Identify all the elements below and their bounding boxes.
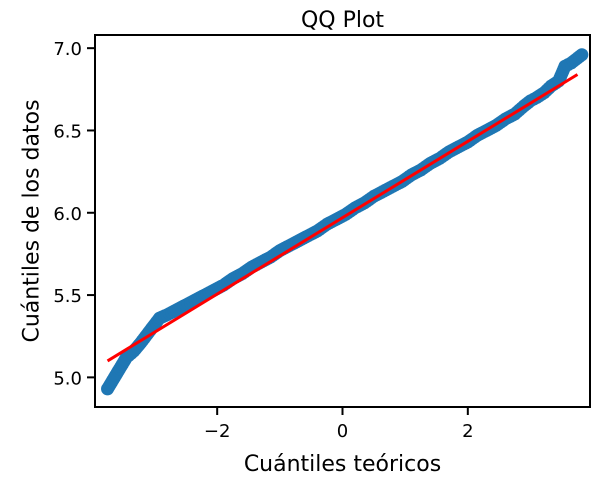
y-tick-label: 5.0: [53, 368, 82, 389]
x-tick-label: 2: [462, 421, 473, 442]
y-tick-label: 7.0: [53, 39, 82, 60]
y-axis-label: Cuántiles de los datos: [20, 99, 45, 342]
y-tick-label: 6.0: [53, 204, 82, 225]
y-tick-label: 5.5: [53, 286, 82, 307]
data-point: [575, 48, 589, 62]
reference-line: [106, 73, 579, 363]
y-tick-label: 6.5: [53, 121, 82, 142]
x-axis-label: Cuántiles teóricos: [244, 452, 441, 477]
plot-area: [101, 48, 589, 396]
chart-title: QQ Plot: [301, 8, 384, 33]
x-tick-label: −2: [204, 421, 231, 442]
y-axis-ticks: 5.0 5.5 6.0 6.5 7.0: [53, 39, 95, 389]
data-points: [101, 48, 589, 396]
x-axis-ticks: −2 0 2: [204, 407, 474, 442]
x-tick-label: 0: [337, 421, 348, 442]
